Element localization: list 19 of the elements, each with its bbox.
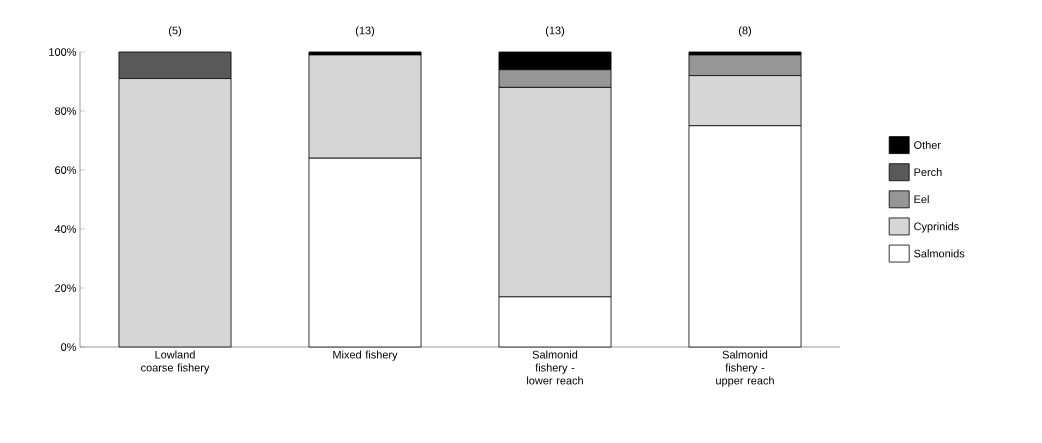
text: (8) <box>738 26 752 37</box>
legend-label: Cyprinids <box>914 222 959 233</box>
y-tick-label: 0% <box>61 343 77 351</box>
legend-label: Salmonids <box>914 249 965 258</box>
x-tick-label: Lowland coarse fishery <box>141 350 210 374</box>
y-tick-label: 60% <box>55 166 77 174</box>
legend-label: Other <box>914 140 941 149</box>
y-tick-label: 20% <box>55 284 77 292</box>
text: (13) <box>355 26 375 37</box>
text: (13) <box>545 26 565 37</box>
legend-label: Eel <box>914 195 929 204</box>
legend-label: Perch <box>914 168 942 177</box>
x-tick-label: Salmonid fishery - upper reach <box>716 350 774 387</box>
y-tick-label: 100% <box>49 48 77 56</box>
text: (5) <box>168 26 182 37</box>
x-tick-label: Mixed fishery <box>333 350 398 361</box>
x-tick-label: Salmonid fishery - lower reach <box>527 350 583 385</box>
y-tick-label: 40% <box>54 225 77 233</box>
y-tick-label: 80% <box>55 107 77 115</box>
